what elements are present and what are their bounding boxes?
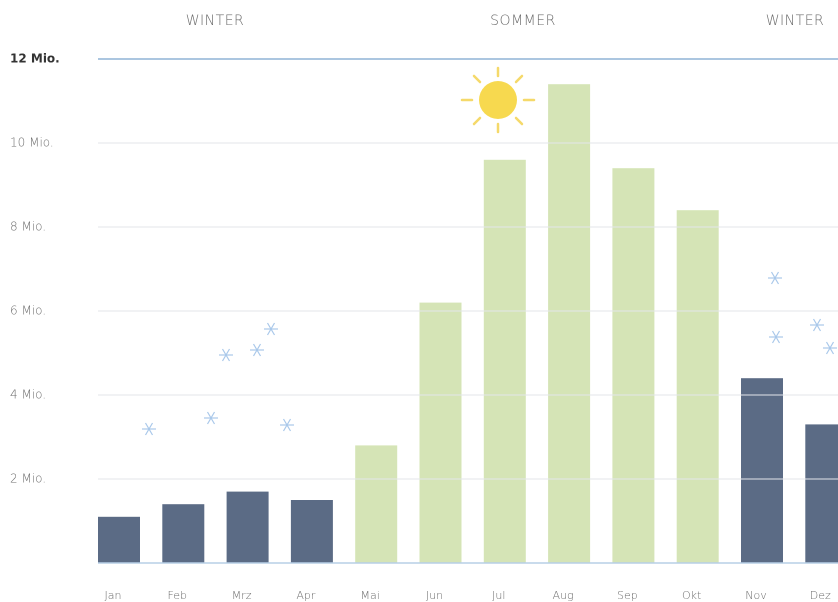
bar: [162, 504, 205, 563]
x-tick-label: Sep: [617, 589, 638, 602]
y-tick-label: 10 Mio.: [10, 136, 54, 150]
sun: [460, 66, 536, 134]
bar: [548, 84, 591, 563]
x-tick-label: Okt: [682, 589, 701, 602]
x-tick-label: Dez: [810, 589, 831, 602]
x-tick-label: Mai: [361, 589, 380, 602]
bar: [226, 491, 269, 563]
x-tick-label: Aug: [553, 589, 574, 602]
bar: [98, 516, 140, 563]
y-tick-label: 4 Mio.: [10, 388, 46, 402]
season-label: WINTER: [766, 13, 825, 29]
season-label: SOMMER: [490, 13, 556, 29]
x-tick-label: Jun: [426, 589, 443, 602]
x-tick-label: Apr: [296, 589, 316, 602]
x-tick-label: Mrz: [232, 589, 252, 602]
bar: [419, 302, 462, 563]
x-tick-label: Nov: [745, 589, 766, 602]
season-label: WINTER: [186, 13, 245, 29]
bar: [612, 168, 655, 563]
bar: [676, 210, 719, 563]
x-tick-label: Jan: [105, 589, 122, 602]
y-tick-label: 2 Mio.: [10, 472, 46, 486]
y-tick-label: 12 Mio.: [10, 52, 60, 66]
y-tick-label: 6 Mio.: [10, 304, 46, 318]
bar: [355, 445, 398, 563]
bar: [290, 500, 333, 563]
x-tick-label: Jul: [492, 589, 505, 602]
bar: [741, 378, 783, 563]
x-tick-label: Feb: [168, 589, 187, 602]
bar: [483, 159, 526, 564]
bar: [805, 424, 838, 563]
y-tick-label: 8 Mio.: [10, 220, 46, 234]
